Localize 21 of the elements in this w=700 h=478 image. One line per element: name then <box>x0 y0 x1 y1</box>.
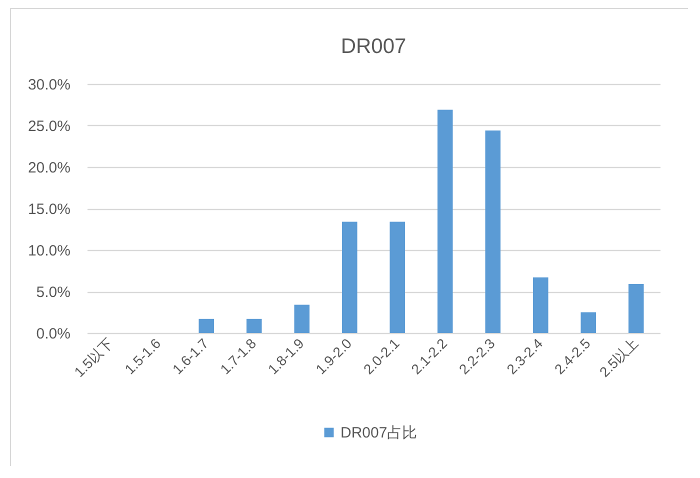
bar <box>246 318 262 333</box>
y-tick-label: 0.0% <box>36 326 70 342</box>
y-tick-label: 20.0% <box>28 160 70 176</box>
x-tick-label: 1.5以下 <box>70 335 116 380</box>
y-tick-label: 25.0% <box>28 118 70 135</box>
bar <box>532 277 548 333</box>
bar <box>437 110 453 333</box>
bar <box>580 312 596 333</box>
y-tick-label: 15.0% <box>28 201 70 218</box>
bar <box>294 304 310 333</box>
y-tick-label: 30.0% <box>28 76 70 94</box>
y-tick-label: 5.0% <box>36 284 70 301</box>
bar <box>342 222 358 333</box>
bar <box>390 222 406 333</box>
legend-label: DR007占比 <box>340 424 418 442</box>
bar <box>628 284 644 333</box>
y-tick-label: 10.0% <box>28 242 70 260</box>
bar <box>485 130 501 333</box>
bar <box>198 318 214 333</box>
x-tick-label: 2.5以上 <box>596 335 642 380</box>
chart-title: DR007 <box>340 35 406 58</box>
